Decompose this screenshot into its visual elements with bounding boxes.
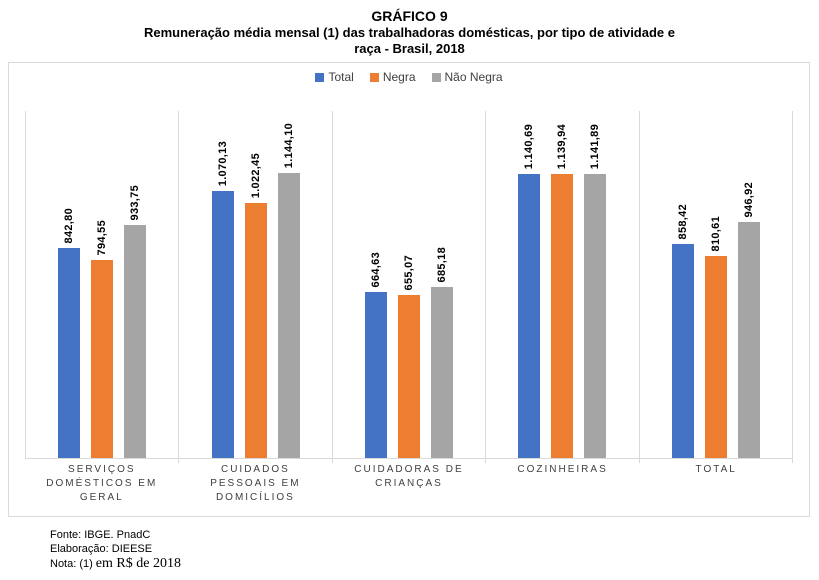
legend: Total Negra Não Negra	[9, 70, 809, 84]
bar-column: 1.140,69	[518, 111, 541, 458]
bar-value-label: 842,80	[63, 207, 76, 243]
bar-value-label: 946,92	[742, 181, 755, 217]
bar-value-label: 1.140,69	[523, 123, 536, 169]
bar-total	[671, 244, 694, 458]
bar-column: 664,63	[365, 111, 388, 458]
bar-column: 655,07	[398, 111, 421, 458]
bar-group-cozinheiras: 1.140,69 1.139,94 1.141,89	[486, 111, 641, 463]
bar-negra	[704, 256, 727, 458]
bar-column: 933,75	[124, 111, 147, 458]
bar-value-label: 655,07	[403, 254, 416, 290]
bar-value-label: 794,55	[96, 219, 109, 255]
bar-negra	[244, 203, 267, 458]
bar-column: 858,42	[671, 111, 694, 458]
legend-label: Não Negra	[444, 70, 503, 84]
bar-column: 1.070,13	[211, 111, 234, 458]
bar-group-total: 858,42 810,61 946,92	[640, 111, 794, 463]
bar-nao-negra	[431, 287, 454, 458]
bar-negra	[398, 295, 421, 458]
value-note-prefix: Nota: (1)	[50, 558, 93, 570]
legend-item-nao-negra: Não Negra	[431, 70, 503, 84]
legend-label: Negra	[382, 70, 416, 84]
bar-nao-negra	[737, 222, 760, 458]
chart-title-line1: GRÁFICO 9	[371, 8, 448, 24]
bar-negra	[91, 260, 114, 458]
bar-column: 1.141,89	[584, 111, 607, 458]
chart-title: GRÁFICO 9 Remuneração média mensal (1) d…	[0, 8, 819, 57]
bar-column: 842,80	[58, 111, 81, 458]
bar-value-label: 1.141,89	[589, 123, 602, 169]
category-axis: SERVIÇOS DOMÉSTICOS EM GERAL CUIDADOS PES…	[25, 463, 793, 505]
category-label-text: CUIDADORAS DE CRIANÇAS	[354, 464, 464, 489]
bar-value-label: 933,75	[129, 184, 142, 220]
bar-nao-negra	[584, 174, 607, 458]
legend-swatch-icon	[431, 72, 441, 82]
category-label-total: TOTAL	[639, 463, 793, 505]
bar-value-label: 1.070,13	[216, 140, 229, 186]
legend-swatch-icon	[369, 72, 379, 82]
elaboration-note: Elaboração: DIEESE	[50, 543, 153, 555]
bar-total	[58, 248, 81, 458]
legend-item-total: Total	[315, 70, 354, 84]
bar-group-cuidados-pessoais-em-domicilios: 1.070,13 1.022,45 1.144,10	[179, 111, 334, 463]
value-note: Nota: (1) em R$ de 2018	[50, 556, 181, 572]
bar-column: 946,92	[737, 111, 760, 458]
legend-label: Total	[328, 70, 354, 84]
bar-group-cuidadoras-de-criancas: 664,63 655,07 685,18	[333, 111, 487, 463]
legend-swatch-icon	[315, 72, 325, 82]
plot-area: 842,80 794,55 933,75 1.070,13 1.022,45 1.144,…	[25, 111, 794, 463]
bar-value-label: 1.144,10	[282, 122, 295, 168]
bar-total	[518, 174, 541, 458]
legend-item-negra: Negra	[369, 70, 416, 84]
bar-value-label: 810,61	[709, 215, 722, 251]
bar-negra	[551, 174, 574, 458]
bar-value-label: 1.022,45	[249, 152, 262, 198]
category-label-text: SERVIÇOS DOMÉSTICOS EM GERAL	[46, 464, 158, 503]
category-label-cuidadoras-de-criancas: CUIDADORAS DE CRIANÇAS	[332, 463, 486, 505]
bar-value-label: 664,63	[370, 251, 383, 287]
bar-group-servicos-domesticos-em-geral: 842,80 794,55 933,75	[26, 111, 180, 463]
bar-column: 685,18	[431, 111, 454, 458]
bar-value-label: 858,42	[676, 203, 689, 239]
category-label-cozinheiras: COZINHEIRAS	[486, 463, 640, 505]
bar-value-label: 685,18	[436, 246, 449, 282]
bar-column: 1.144,10	[277, 111, 300, 458]
footnotes: Fonte: IBGE. PnadC Elaboração: DIEESE No…	[50, 528, 181, 572]
source-note: Fonte: IBGE. PnadC	[50, 529, 151, 541]
value-note-serif: em R$ de 2018	[95, 556, 181, 571]
bar-column: 794,55	[91, 111, 114, 458]
bar-column: 1.139,94	[551, 111, 574, 458]
category-label-text: TOTAL	[695, 464, 737, 475]
bar-total	[365, 292, 388, 458]
bar-total	[211, 191, 234, 458]
chart-title-line3: raça - Brasil, 2018	[354, 41, 465, 56]
category-label-servicos-domesticos-em-geral: SERVIÇOS DOMÉSTICOS EM GERAL	[25, 463, 179, 505]
bar-value-label: 1.139,94	[556, 123, 569, 169]
bar-nao-negra	[277, 173, 300, 458]
category-label-cuidados-pessoais-em-domicilios: CUIDADOS PESSOAIS EM DOMICÍLIOS	[179, 463, 333, 505]
bar-column: 1.022,45	[244, 111, 267, 458]
category-label-text: COZINHEIRAS	[517, 464, 608, 475]
plot-frame: Total Negra Não Negra 842,80 794,55 933,75 1.…	[8, 62, 810, 517]
category-label-text: CUIDADOS PESSOAIS EM DOMICÍLIOS	[210, 464, 301, 503]
bar-column: 810,61	[704, 111, 727, 458]
chart-title-line2: Remuneração média mensal (1) das trabalh…	[143, 25, 675, 40]
bar-nao-negra	[124, 225, 147, 458]
